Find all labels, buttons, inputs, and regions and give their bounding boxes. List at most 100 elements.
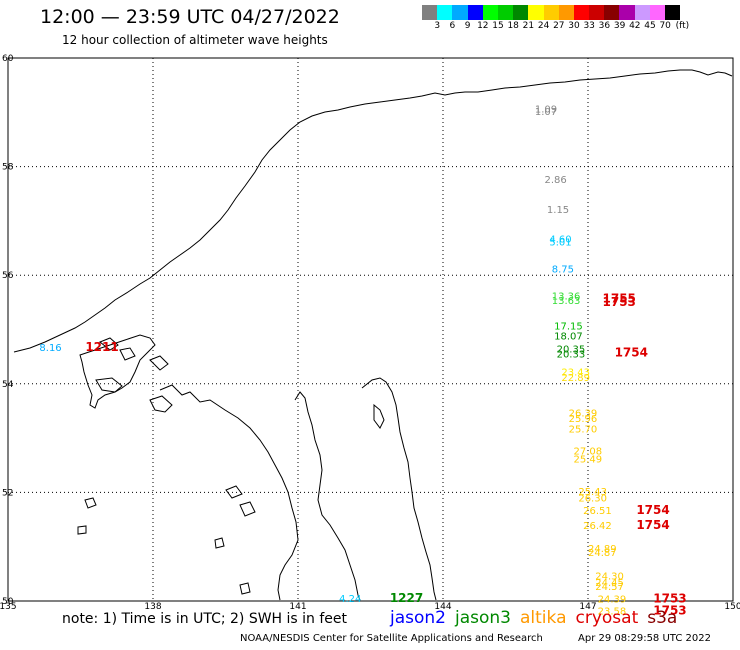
satellite-label: altika [520,608,567,628]
legend-swatch [452,5,468,20]
wave-height-value: 4.24 [339,594,361,605]
latitude-label: 54 [2,380,14,390]
legend-swatch [528,5,544,20]
wave-height-value: 20.35 [557,344,586,355]
legend-swatch [589,5,605,20]
legend-swatch [497,5,514,20]
latitude-labels: 60 58 56 54 52 50 [2,54,14,607]
wave-height-value: 24.45 [595,578,624,589]
wave-height-value: 18.07 [554,331,583,342]
longitude-label: 141 [289,602,306,612]
legend-tick-label: 36 [598,21,611,31]
wave-height-value: 24.89 [588,544,617,555]
wave-height-value: 26.39 [569,408,598,419]
legend-swatch [437,5,453,20]
observation-time-label: 1753 [603,295,636,309]
legend-tick-label: 27 [553,21,565,31]
observation-time-label: 1227 [390,591,423,605]
satellite-label: jason3 [455,608,511,628]
wave-height-value: 25.49 [574,455,603,466]
wave-height-value: 27.08 [574,446,603,457]
legend-swatch [482,5,498,20]
legend-swatch [422,5,438,20]
legend-tick-label: 9 [464,21,471,31]
wave-height-value: 26.42 [583,521,612,532]
latitude-label: 56 [2,271,14,281]
legend-tick-label: 42 [629,21,641,31]
wave-height-value: 25.70 [569,425,598,436]
legend-tick-label: 18 [507,21,519,31]
observation-time-label: 1754 [636,518,669,532]
generation-timestamp: Apr 29 08:29:58 UTC 2022 [578,633,711,644]
legend-tick-label: 70 [659,21,671,31]
satellite-legend: jason2 jason3 altika cryosat s3a [390,608,677,628]
legend-swatch [467,5,483,20]
legend-swatch [619,5,635,20]
longitude-label: 135 [0,602,17,612]
color-scale-labels: 3 6 9 12 15 18 21 24 27 30 33 36 39 42 45 70 (ft) [0,21,740,35]
wave-height-value: 13.63 [552,296,581,307]
wave-height-value: 24.57 [595,582,624,593]
credit-line: NOAA/NESDIS Center for Satellite Applica… [240,633,543,644]
wave-height-value: 8.16 [39,343,61,354]
wave-height-value: 24.30 [595,571,624,582]
legend-tick-label: 15 [492,21,504,31]
legend-tick-label: 33 [583,21,595,31]
color-scale-legend [422,5,681,20]
wave-height-value: 23.58 [598,607,627,618]
longitude-label: 144 [434,602,451,612]
wave-height-value: 24.87 [588,548,617,559]
wave-height-value: 23.43 [561,368,590,379]
lat-lon-grid [8,58,733,601]
longitude-label: 138 [144,602,161,612]
wave-height-value: 26.51 [583,506,612,517]
latitude-label: 52 [2,488,13,498]
satellite-label: s3a [647,608,678,628]
legend-unit: (ft) [675,21,690,31]
longitude-label: 150 [724,602,740,612]
observation-time-label: 1754 [636,503,669,517]
wave-height-value: 5.01 [549,237,571,248]
wave-height-value: 24.39 [598,595,627,606]
latitude-label: 60 [2,54,14,64]
observation-time-label: 1211 [85,340,118,354]
coastline [13,69,733,601]
wave-height-value: 4.60 [549,235,571,246]
longitude-label: 147 [579,602,596,612]
latitude-label: 50 [2,597,14,607]
wave-height-value: 1.09 [535,104,557,115]
observation-time-label: 1755 [603,291,636,305]
footer-note: note: 1) Time is in UTC; 2) SWH is in fe… [62,611,348,627]
legend-swatch [573,5,590,20]
legend-swatch [634,5,650,20]
wave-height-value: 13.36 [552,292,581,303]
wave-height-value: 8.75 [552,264,574,275]
legend-tick-label: 45 [644,21,656,31]
wave-height-value: 1.15 [547,205,569,216]
satellite-label: jason2 [390,608,446,628]
legend-swatch [665,5,681,20]
legend-tick-label: 12 [477,21,489,31]
wave-height-value: 17.15 [554,322,583,333]
longitude-labels: 135 138 141 144 147 150 [0,602,740,612]
legend-tick-label: 24 [537,21,550,31]
satellite-label: cryosat [575,608,639,628]
wave-height-value: 22.89 [561,373,590,384]
map-title: 12:00 — 23:59 UTC 04/27/2022 [40,6,340,28]
wave-height-value: 20.33 [557,350,586,361]
legend-tick-label: 30 [568,21,580,31]
legend-swatch [604,5,620,20]
map-subtitle: 12 hour collection of altimeter wave hei… [62,33,328,47]
legend-tick-label: 6 [449,21,456,31]
wave-height-value: 25.43 [578,487,607,498]
legend-swatch [543,5,559,20]
legend-swatch [558,5,574,20]
legend-swatch [513,5,529,20]
legend-tick-label: 39 [613,21,626,31]
observation-time-label: 1753 [653,604,686,618]
observation-time-label: 1753 [653,592,686,606]
wave-height-value: 2.86 [545,175,567,186]
wave-height-value: 26.30 [578,494,607,505]
